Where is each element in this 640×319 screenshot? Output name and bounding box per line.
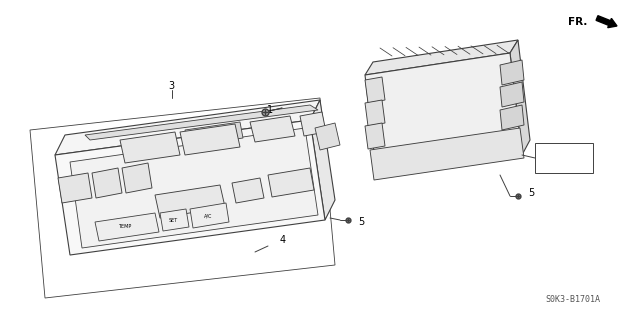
Polygon shape: [300, 112, 326, 136]
Polygon shape: [120, 132, 180, 163]
Polygon shape: [160, 209, 189, 231]
Polygon shape: [232, 178, 264, 203]
Polygon shape: [55, 100, 320, 155]
Polygon shape: [85, 105, 318, 140]
Polygon shape: [315, 123, 340, 150]
Polygon shape: [58, 173, 92, 203]
Polygon shape: [500, 105, 524, 130]
Bar: [535, 143, 593, 173]
Polygon shape: [370, 128, 524, 180]
Text: 5: 5: [358, 217, 364, 227]
Polygon shape: [365, 40, 518, 75]
Polygon shape: [268, 168, 314, 197]
Polygon shape: [55, 120, 325, 255]
Polygon shape: [500, 60, 524, 85]
Polygon shape: [95, 213, 159, 241]
Polygon shape: [190, 203, 229, 228]
Polygon shape: [365, 100, 385, 126]
Polygon shape: [180, 124, 240, 155]
Polygon shape: [250, 116, 295, 142]
Polygon shape: [500, 82, 524, 107]
Polygon shape: [155, 185, 225, 218]
Polygon shape: [365, 53, 522, 178]
Polygon shape: [185, 122, 243, 146]
Polygon shape: [122, 163, 152, 193]
Polygon shape: [510, 40, 530, 155]
Text: A/C: A/C: [204, 213, 212, 218]
Text: 2: 2: [565, 150, 572, 160]
Polygon shape: [365, 123, 385, 149]
Text: SET: SET: [168, 218, 178, 222]
Text: S0K3-B1701A: S0K3-B1701A: [545, 295, 600, 305]
Polygon shape: [70, 128, 318, 248]
Text: TEMP: TEMP: [118, 225, 132, 229]
Text: 5: 5: [528, 188, 534, 198]
Text: 3: 3: [168, 81, 174, 91]
Polygon shape: [310, 100, 335, 220]
Polygon shape: [92, 168, 122, 198]
Text: FR.: FR.: [568, 17, 587, 27]
Text: 4: 4: [280, 235, 286, 245]
FancyArrow shape: [596, 16, 617, 28]
Polygon shape: [365, 77, 385, 103]
Text: 1: 1: [267, 105, 273, 115]
